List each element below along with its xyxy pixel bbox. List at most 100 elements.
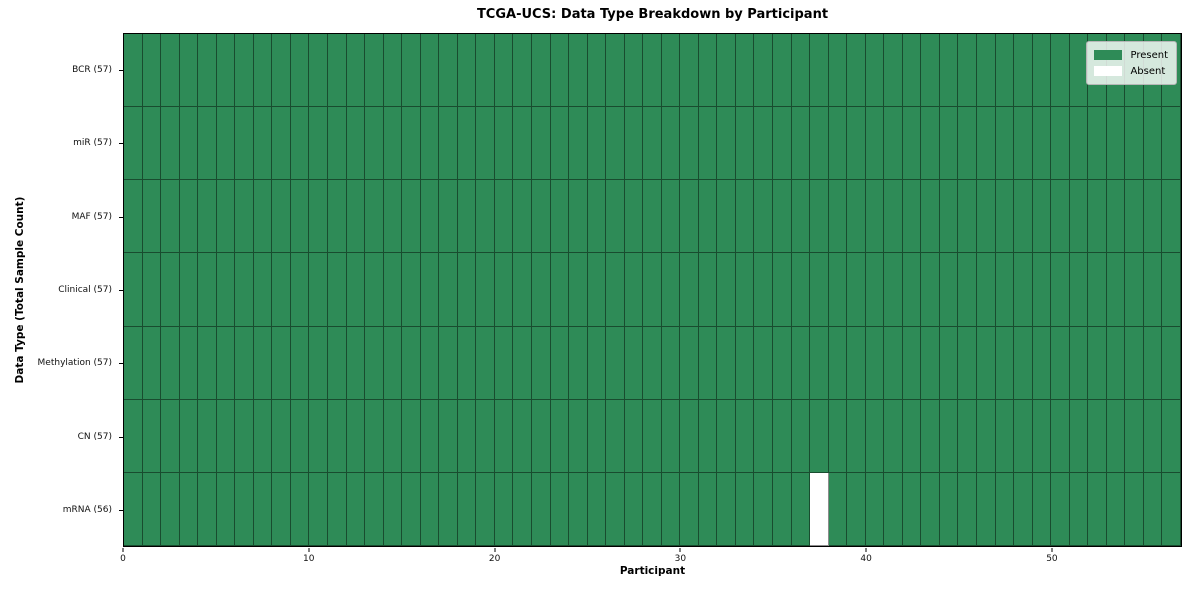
heatmap-cell xyxy=(884,326,903,400)
heatmap-cell xyxy=(698,399,718,473)
heatmap-cell xyxy=(402,326,421,400)
heatmap-cell xyxy=(290,253,310,327)
heatmap-cell xyxy=(1106,326,1126,400)
heatmap-cell xyxy=(921,34,940,108)
heatmap-cell xyxy=(1051,107,1070,181)
y-tick-mark xyxy=(119,216,123,218)
heatmap-cell xyxy=(179,107,199,181)
heatmap-cell xyxy=(272,399,291,473)
legend-label-present: Present xyxy=(1130,49,1168,61)
heatmap-cell xyxy=(1014,253,1033,327)
heatmap-cell xyxy=(457,34,477,108)
heatmap-cell xyxy=(198,180,217,254)
heatmap-cell xyxy=(977,472,996,546)
heatmap-cell xyxy=(327,399,347,473)
heatmap-cell xyxy=(457,472,477,546)
heatmap-cell xyxy=(865,472,885,546)
heatmap-cell xyxy=(383,326,403,400)
heatmap-cell xyxy=(698,472,718,546)
heatmap-cell xyxy=(680,399,699,473)
heatmap-cell xyxy=(958,472,978,546)
heatmap-cell xyxy=(457,326,477,400)
heatmap-cell xyxy=(550,253,570,327)
heatmap-cell xyxy=(1162,399,1181,473)
heatmap-cell xyxy=(884,107,903,181)
heatmap-cell xyxy=(995,107,1015,181)
heatmap-cell xyxy=(865,180,885,254)
heatmap-cell xyxy=(290,326,310,400)
heatmap-cell xyxy=(587,107,607,181)
heatmap-cell xyxy=(587,472,607,546)
heatmap-cell xyxy=(476,472,495,546)
x-tick-label: 20 xyxy=(488,554,501,564)
heatmap-cell xyxy=(327,326,347,400)
heatmap-cell xyxy=(327,107,347,181)
heatmap-cell xyxy=(939,34,959,108)
heatmap-cell xyxy=(365,472,384,546)
heatmap-cell xyxy=(1143,107,1163,181)
heatmap-cell xyxy=(1125,253,1144,327)
heatmap-cell xyxy=(420,253,440,327)
heatmap-cell xyxy=(161,326,180,400)
heatmap-cell xyxy=(383,180,403,254)
y-tick-mark xyxy=(119,510,123,512)
heatmap-cell xyxy=(773,253,792,327)
heatmap-cell xyxy=(1143,399,1163,473)
heatmap-cell xyxy=(847,180,866,254)
heatmap-cell xyxy=(198,472,217,546)
heatmap-cell xyxy=(198,107,217,181)
heatmap-cell xyxy=(494,107,514,181)
heatmap-cell xyxy=(457,253,477,327)
heatmap-cell xyxy=(1014,34,1033,108)
heatmap-cell xyxy=(902,107,922,181)
heatmap-cell xyxy=(235,107,254,181)
heatmap-cell xyxy=(253,399,273,473)
heatmap-cell xyxy=(531,399,551,473)
heatmap-cell xyxy=(828,180,848,254)
heatmap-cell xyxy=(494,180,514,254)
heatmap-cell xyxy=(124,472,143,546)
heatmap-cell xyxy=(290,399,310,473)
heatmap-cell xyxy=(1125,472,1144,546)
heatmap-cell xyxy=(346,34,366,108)
heatmap-cell xyxy=(828,399,848,473)
heatmap-cell xyxy=(1088,472,1107,546)
heatmap-cell xyxy=(290,34,310,108)
heatmap-cell xyxy=(179,399,199,473)
heatmap-cell xyxy=(198,34,217,108)
heatmap-cell xyxy=(1051,180,1070,254)
heatmap-cell xyxy=(847,399,866,473)
heatmap-cell xyxy=(847,107,866,181)
heatmap-cell xyxy=(606,180,625,254)
heatmap-cell xyxy=(272,34,291,108)
heatmap-cell xyxy=(717,472,736,546)
heatmap-cell xyxy=(309,326,328,400)
heatmap-cell xyxy=(142,399,162,473)
heatmap-cell xyxy=(550,399,570,473)
heatmap-cell xyxy=(179,34,199,108)
heatmap-cell xyxy=(810,472,829,546)
heatmap-cell xyxy=(198,326,217,400)
heatmap-cell xyxy=(550,107,570,181)
heatmap-cell xyxy=(735,180,755,254)
heatmap-cell xyxy=(773,107,792,181)
heatmap-cell xyxy=(235,180,254,254)
y-tick-label: Methylation (57) xyxy=(37,358,112,369)
heatmap-cell xyxy=(977,253,996,327)
heatmap-cell xyxy=(865,399,885,473)
y-tick-mark xyxy=(119,363,123,365)
heatmap-cell xyxy=(420,34,440,108)
heatmap-cell xyxy=(773,472,792,546)
heatmap-cell xyxy=(884,34,903,108)
heatmap-cell xyxy=(216,326,236,400)
y-axis-ticks: BCR (57) miR (57) MAF (57) Clinical (57) Met… xyxy=(0,33,123,547)
heatmap-cell xyxy=(365,399,384,473)
heatmap-cell xyxy=(643,472,662,546)
heatmap-cell xyxy=(346,253,366,327)
heatmap-cell xyxy=(1162,472,1181,546)
heatmap-cell xyxy=(439,472,458,546)
heatmap-cell xyxy=(1069,399,1089,473)
heatmap-cell xyxy=(680,472,699,546)
heatmap-cell xyxy=(179,180,199,254)
heatmap-cell xyxy=(402,472,421,546)
